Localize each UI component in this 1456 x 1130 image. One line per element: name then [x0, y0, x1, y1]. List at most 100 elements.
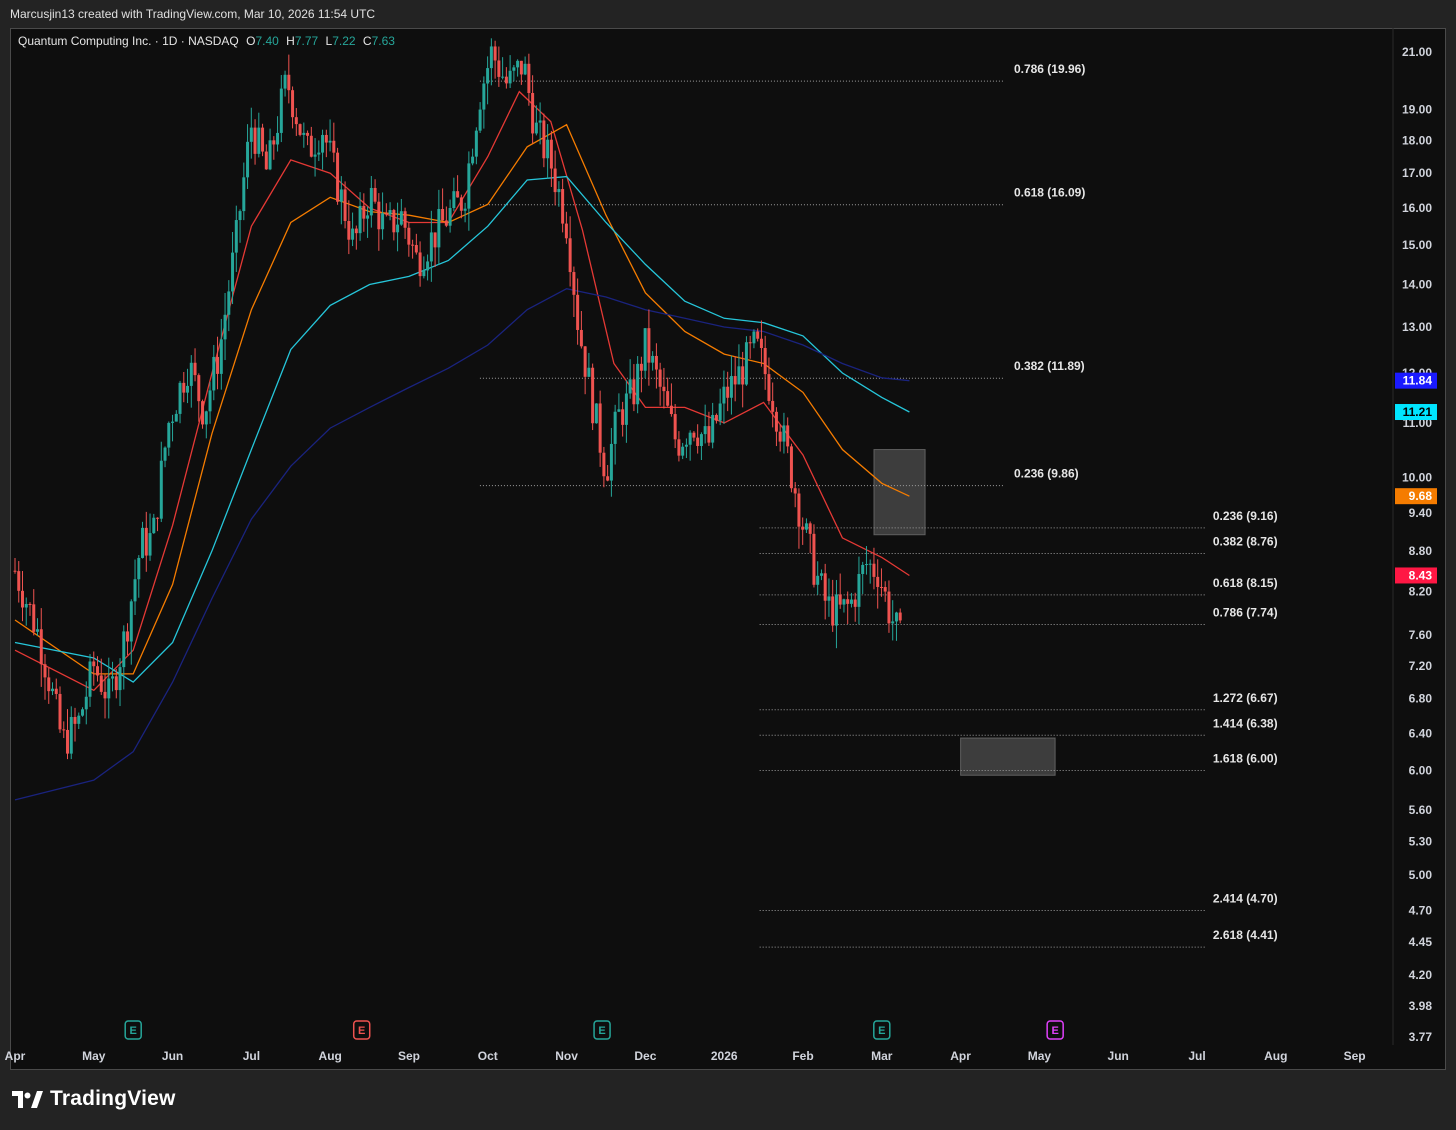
candle-body[interactable]: [789, 446, 793, 489]
candle-body[interactable]: [737, 366, 741, 385]
candle-body[interactable]: [448, 208, 452, 226]
candle-body[interactable]: [546, 139, 550, 159]
earnings-marker-icon[interactable]: [124, 1020, 142, 1040]
candle-body[interactable]: [872, 563, 876, 577]
candle-body[interactable]: [253, 127, 257, 154]
candle-body[interactable]: [538, 120, 542, 123]
candle-body[interactable]: [17, 571, 21, 591]
candle-body[interactable]: [193, 362, 197, 376]
candle-body[interactable]: [838, 594, 842, 605]
candle-body[interactable]: [857, 574, 861, 607]
candle-body[interactable]: [658, 369, 662, 387]
candle-body[interactable]: [234, 220, 238, 253]
candle-body[interactable]: [654, 355, 658, 370]
candle-body[interactable]: [512, 67, 516, 71]
candle-body[interactable]: [553, 168, 557, 193]
candle-body[interactable]: [152, 517, 156, 534]
candle-body[interactable]: [414, 245, 418, 253]
candle-body[interactable]: [159, 460, 163, 519]
candle-body[interactable]: [366, 215, 370, 219]
candle-body[interactable]: [486, 68, 490, 84]
candle-body[interactable]: [272, 140, 276, 145]
candle-body[interactable]: [606, 476, 610, 481]
candle-body[interactable]: [819, 573, 823, 576]
candle-body[interactable]: [456, 191, 460, 198]
candle-body[interactable]: [103, 691, 107, 699]
candle-body[interactable]: [39, 629, 43, 665]
candle-body[interactable]: [122, 631, 126, 668]
candle-body[interactable]: [287, 74, 291, 91]
candle-body[interactable]: [831, 596, 835, 626]
candle-body[interactable]: [861, 564, 865, 575]
candle-body[interactable]: [722, 386, 726, 404]
candle-body[interactable]: [73, 717, 77, 724]
candle-body[interactable]: [99, 675, 103, 692]
candle-body[interactable]: [733, 376, 737, 385]
candle-body[interactable]: [411, 244, 415, 246]
candle-body[interactable]: [216, 356, 220, 374]
candle-body[interactable]: [403, 211, 407, 228]
candle-body[interactable]: [171, 421, 175, 423]
candle-body[interactable]: [849, 599, 853, 604]
candle-body[interactable]: [504, 76, 508, 84]
candle-body[interactable]: [317, 152, 321, 155]
candle-body[interactable]: [444, 220, 448, 226]
candle-body[interactable]: [752, 331, 756, 344]
candle-body[interactable]: [182, 382, 186, 393]
candle-body[interactable]: [778, 431, 782, 442]
tradingview-brand[interactable]: TradingView: [12, 1087, 176, 1111]
candle-body[interactable]: [88, 661, 92, 697]
candle-body[interactable]: [549, 139, 553, 169]
candle-body[interactable]: [647, 328, 651, 363]
candle-body[interactable]: [298, 124, 302, 135]
candle-body[interactable]: [332, 140, 336, 153]
candle-body[interactable]: [534, 122, 538, 134]
candle-body[interactable]: [422, 270, 426, 277]
candle-body[interactable]: [651, 355, 655, 363]
candle-body[interactable]: [636, 363, 640, 405]
ma-blue-line[interactable]: [14, 288, 910, 801]
candle-body[interactable]: [639, 363, 643, 371]
candle-body[interactable]: [763, 347, 767, 375]
candle-body[interactable]: [208, 390, 212, 412]
candle-body[interactable]: [516, 60, 520, 68]
candle-body[interactable]: [373, 187, 377, 202]
candle-body[interactable]: [126, 631, 130, 642]
candle-body[interactable]: [467, 163, 471, 209]
earnings-marker-icon[interactable]: [873, 1020, 891, 1040]
candle-body[interactable]: [321, 134, 325, 153]
candle-body[interactable]: [129, 601, 133, 642]
candle-body[interactable]: [602, 452, 606, 477]
candle-body[interactable]: [96, 666, 100, 676]
candle-body[interactable]: [564, 223, 568, 239]
candle-body[interactable]: [624, 393, 628, 425]
candle-body[interactable]: [418, 252, 422, 277]
candle-body[interactable]: [797, 493, 801, 527]
candle-body[interactable]: [489, 46, 493, 69]
candle-body[interactable]: [759, 338, 763, 348]
candle-body[interactable]: [887, 591, 891, 624]
candle-body[interactable]: [399, 211, 403, 225]
candle-body[interactable]: [493, 46, 497, 61]
candle-body[interactable]: [343, 189, 347, 221]
earnings-marker-icon[interactable]: [1046, 1020, 1064, 1040]
candle-body[interactable]: [339, 189, 343, 202]
candle-body[interactable]: [598, 403, 602, 453]
candle-body[interactable]: [898, 612, 902, 621]
candle-body[interactable]: [531, 92, 535, 134]
candle-body[interactable]: [279, 88, 283, 133]
candle-body[interactable]: [392, 210, 396, 233]
candle-body[interactable]: [212, 356, 216, 391]
candle-body[interactable]: [204, 411, 208, 425]
candle-body[interactable]: [261, 127, 265, 152]
candle-body[interactable]: [744, 342, 748, 385]
candle-body[interactable]: [696, 437, 700, 446]
candle-body[interactable]: [227, 291, 231, 315]
candle-body[interactable]: [868, 563, 872, 565]
candle-body[interactable]: [471, 156, 475, 164]
candle-body[interactable]: [219, 339, 223, 374]
candle-body[interactable]: [13, 570, 17, 572]
candle-body[interactable]: [497, 60, 501, 77]
candle-body[interactable]: [452, 191, 456, 209]
candle-body[interactable]: [793, 488, 797, 494]
